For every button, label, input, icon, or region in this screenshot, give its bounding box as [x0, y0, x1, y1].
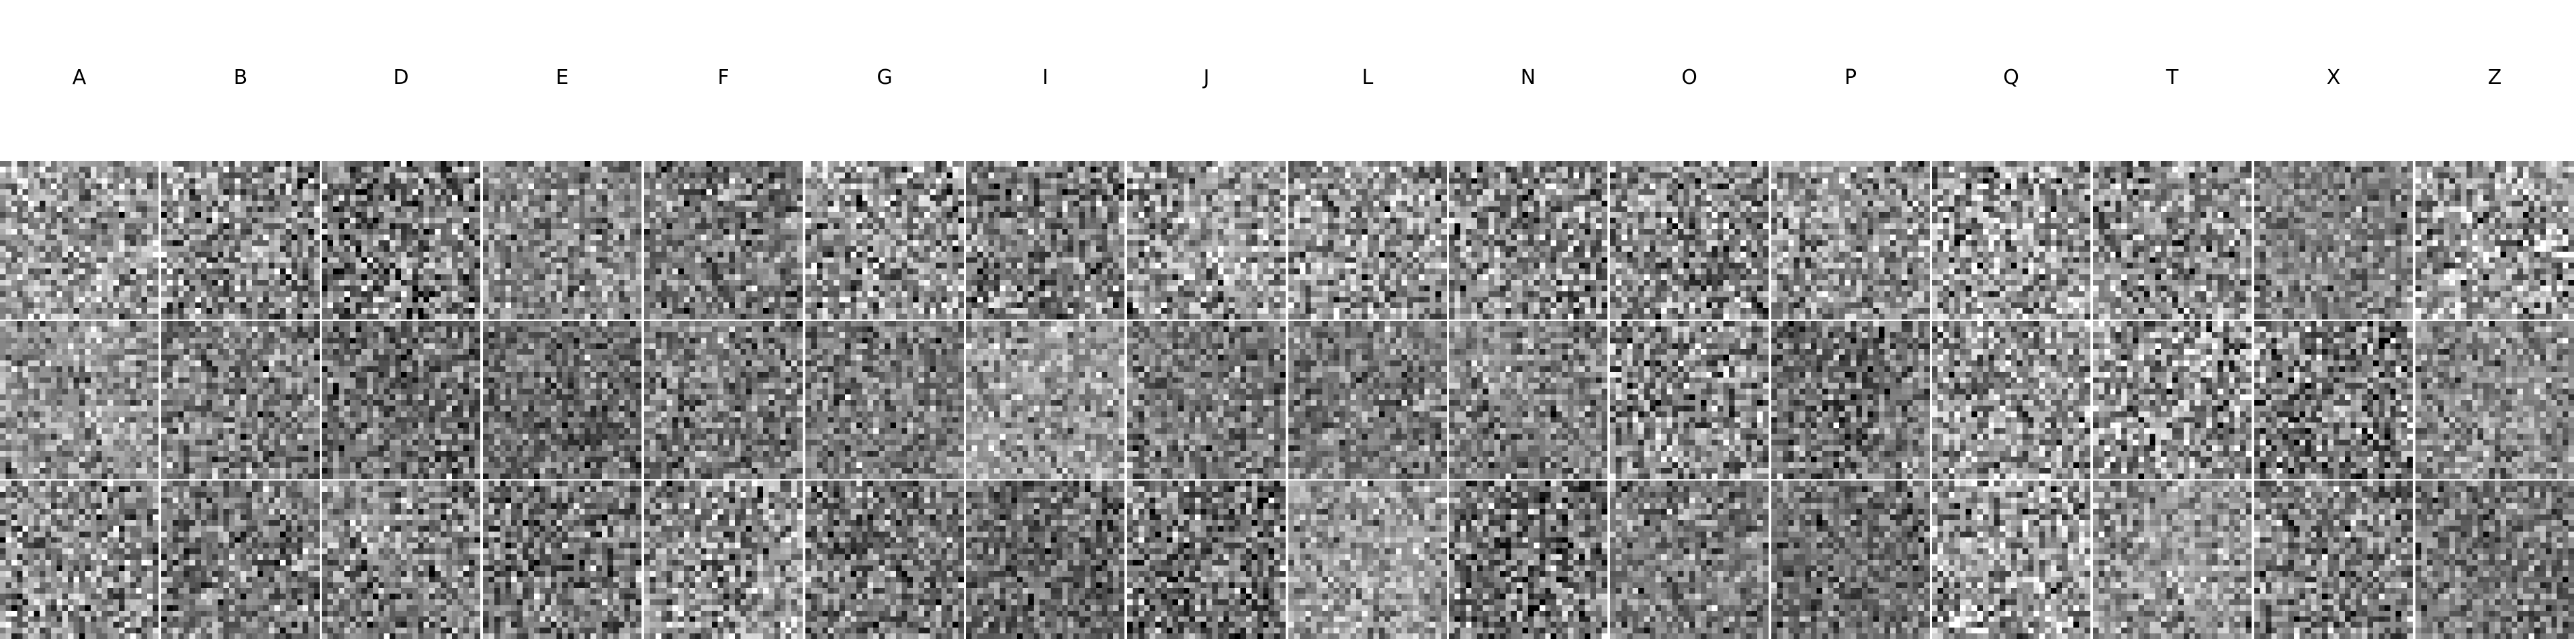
sample-image-j-1 — [1127, 161, 1286, 319]
sample-image-d-2 — [322, 321, 480, 479]
sample-image-p-3 — [1771, 481, 1930, 639]
sample-image-p-1 — [1771, 161, 1930, 319]
sample-image-i-2 — [966, 321, 1124, 479]
sample-image-z-2 — [2415, 321, 2574, 479]
sample-image-p-2 — [1771, 321, 1930, 479]
column-label-e: E — [556, 66, 569, 89]
sample-image-a-1 — [0, 161, 159, 319]
sample-image-i-3 — [966, 481, 1124, 639]
sample-image-b-2 — [161, 321, 320, 479]
sample-image-d-3 — [322, 481, 480, 639]
sample-image-n-1 — [1449, 161, 1607, 319]
sample-image-x-1 — [2254, 161, 2413, 319]
column-label-o: O — [1681, 66, 1697, 89]
sample-image-t-2 — [2093, 321, 2252, 479]
column-label-b: B — [233, 66, 248, 89]
sample-image-g-1 — [805, 161, 964, 319]
sample-image-t-3 — [2093, 481, 2252, 639]
sample-image-l-3 — [1288, 481, 1447, 639]
column-label-x: X — [2326, 66, 2341, 89]
sample-image-l-1 — [1288, 161, 1447, 319]
sample-image-e-1 — [483, 161, 641, 319]
column-label-i: I — [1042, 66, 1049, 89]
sample-image-t-1 — [2093, 161, 2252, 319]
sample-image-x-3 — [2254, 481, 2413, 639]
column-label-q: Q — [2003, 66, 2019, 89]
column-label-p: P — [1844, 66, 1857, 89]
sample-image-a-3 — [0, 481, 159, 639]
sample-image-j-2 — [1127, 321, 1286, 479]
sample-image-e-2 — [483, 321, 641, 479]
column-label-g: G — [877, 66, 893, 89]
column-label-d: D — [393, 66, 409, 89]
sample-image-i-1 — [966, 161, 1124, 319]
sample-image-f-2 — [644, 321, 803, 479]
column-label-a: A — [72, 66, 87, 89]
sample-image-n-2 — [1449, 321, 1607, 479]
sample-image-n-3 — [1449, 481, 1607, 639]
column-label-f: F — [717, 66, 729, 89]
sample-image-q-2 — [1932, 321, 2090, 479]
sample-image-q-1 — [1932, 161, 2090, 319]
sample-image-o-1 — [1610, 161, 1769, 319]
sample-image-z-1 — [2415, 161, 2574, 319]
sample-image-q-3 — [1932, 481, 2090, 639]
sample-image-l-2 — [1288, 321, 1447, 479]
sample-image-f-3 — [644, 481, 803, 639]
sample-image-o-2 — [1610, 321, 1769, 479]
column-label-l: L — [1362, 66, 1374, 89]
sample-image-o-3 — [1610, 481, 1769, 639]
sample-image-j-3 — [1127, 481, 1286, 639]
sample-image-z-3 — [2415, 481, 2574, 639]
sample-image-a-2 — [0, 321, 159, 479]
sample-image-x-2 — [2254, 321, 2413, 479]
sample-image-g-3 — [805, 481, 964, 639]
sample-image-b-3 — [161, 481, 320, 639]
sample-image-g-2 — [805, 321, 964, 479]
column-label-t: T — [2166, 66, 2179, 89]
sample-image-d-1 — [322, 161, 480, 319]
sample-image-e-3 — [483, 481, 641, 639]
column-label-n: N — [1520, 66, 1536, 89]
column-label-z: Z — [2487, 66, 2502, 89]
sample-image-b-1 — [161, 161, 320, 319]
column-label-j: J — [1203, 66, 1210, 89]
sample-image-f-1 — [644, 161, 803, 319]
